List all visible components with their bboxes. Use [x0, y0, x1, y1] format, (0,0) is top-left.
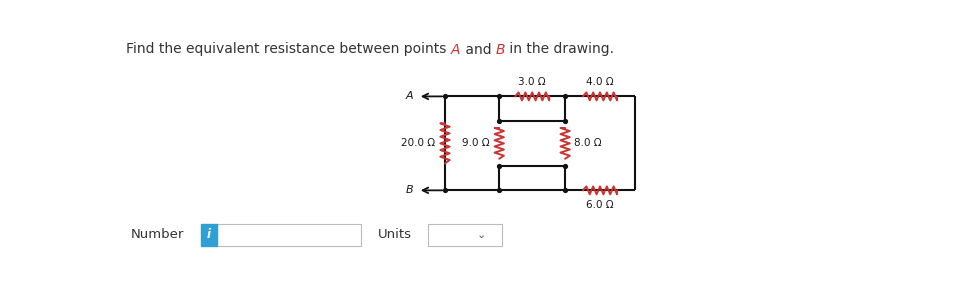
Text: 3.0 Ω: 3.0 Ω — [518, 77, 546, 87]
Text: B: B — [405, 185, 413, 195]
Text: 9.0 Ω: 9.0 Ω — [463, 138, 489, 148]
Text: 6.0 Ω: 6.0 Ω — [586, 200, 614, 210]
Text: Number: Number — [131, 229, 185, 242]
Text: A: A — [451, 43, 461, 57]
Text: i: i — [207, 229, 211, 242]
Text: Units: Units — [378, 229, 412, 242]
Text: 20.0 Ω: 20.0 Ω — [401, 138, 435, 148]
Text: in the drawing.: in the drawing. — [505, 43, 614, 57]
Text: and: and — [461, 43, 496, 57]
FancyBboxPatch shape — [217, 224, 360, 246]
Text: Find the equivalent resistance between points: Find the equivalent resistance between p… — [126, 43, 451, 57]
Text: A: A — [405, 91, 413, 101]
FancyBboxPatch shape — [428, 224, 502, 246]
FancyBboxPatch shape — [201, 224, 217, 246]
Text: 8.0 Ω: 8.0 Ω — [575, 138, 602, 148]
Text: ⌄: ⌄ — [476, 230, 486, 240]
Text: B: B — [496, 43, 505, 57]
Text: 4.0 Ω: 4.0 Ω — [586, 77, 614, 87]
